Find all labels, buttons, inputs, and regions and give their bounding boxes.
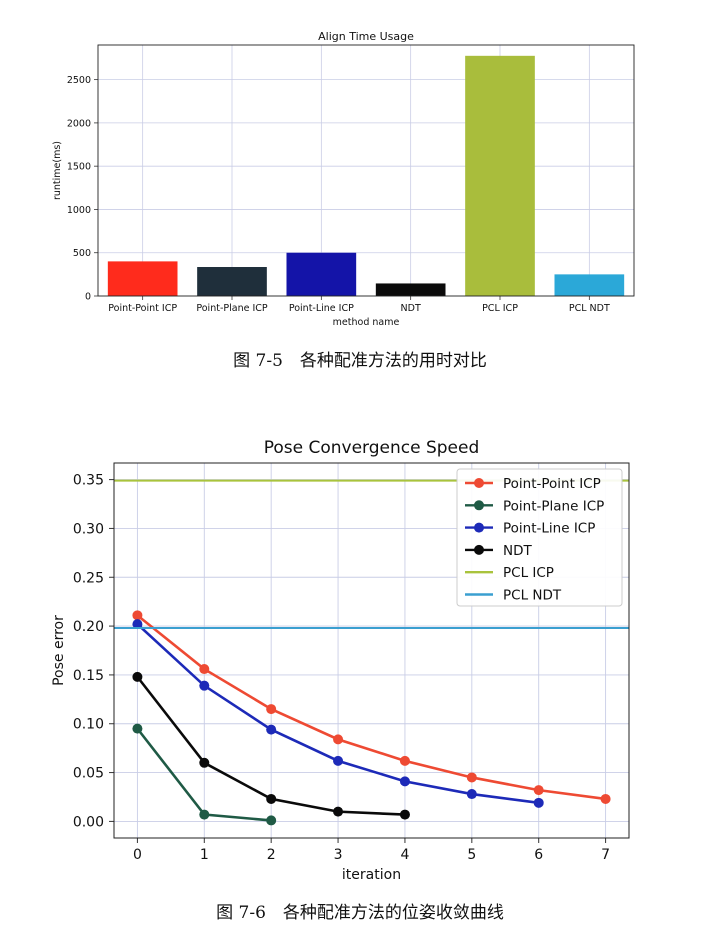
y-tick-label-2: 0.10 bbox=[73, 717, 104, 733]
point-point-plane-icp-0 bbox=[132, 723, 143, 734]
legend-box bbox=[456, 468, 623, 607]
legend-label-point-point-icp: Point-Point ICP bbox=[503, 476, 601, 492]
point-point-point-icp-3 bbox=[333, 734, 344, 745]
x-tick-label-6: 6 bbox=[534, 847, 543, 863]
y-axis-label: runtime(ms) bbox=[52, 141, 63, 200]
point-point-line-icp-4 bbox=[399, 776, 410, 787]
align-time-bar-chart: Align Time Usage 0 500 1000 1500 2000 2500 Poin… bbox=[52, 30, 635, 328]
point-ndt-3 bbox=[333, 806, 344, 817]
y-tick-label-1: 500 bbox=[73, 248, 91, 259]
point-point-line-icp-1 bbox=[199, 680, 210, 691]
point-point-point-icp-1 bbox=[199, 664, 210, 675]
chart-title: Pose Convergence Speed bbox=[264, 438, 480, 458]
point-point-point-icp-5 bbox=[466, 772, 477, 783]
legend-label-ndt: NDT bbox=[503, 543, 532, 559]
x-axis-label: iteration bbox=[342, 867, 401, 883]
bar-point-line-icp bbox=[286, 252, 357, 296]
y-tick-label-4: 2000 bbox=[67, 118, 91, 129]
legend-swatch-marker-point-plane-icp bbox=[474, 500, 484, 511]
x-axis-label: method name bbox=[333, 317, 400, 328]
point-point-line-icp-2 bbox=[266, 724, 277, 735]
bar-pcl-icp bbox=[465, 55, 535, 296]
y-tick-label-6: 0.30 bbox=[73, 521, 104, 537]
legend-swatch-marker-ndt bbox=[474, 544, 484, 555]
point-ndt-2 bbox=[266, 793, 277, 804]
y-axis-label: Pose error bbox=[51, 615, 67, 686]
y-tick-label-5: 0.25 bbox=[73, 570, 104, 586]
point-point-point-icp-4 bbox=[399, 755, 410, 766]
x-tick-label-3: 3 bbox=[334, 847, 343, 863]
plot-frame bbox=[113, 462, 630, 839]
x-tick-label-2: Point-Line ICP bbox=[289, 303, 354, 314]
point-ndt-4 bbox=[399, 809, 410, 820]
x-tick-label-1: Point-Plane ICP bbox=[196, 303, 268, 314]
x-tick-label-0: Point-Point ICP bbox=[108, 303, 177, 314]
point-point-point-icp-7 bbox=[600, 793, 611, 804]
point-point-point-icp-2 bbox=[266, 704, 277, 715]
x-tick-label-1: 1 bbox=[200, 847, 209, 863]
y-tick-label-7: 0.35 bbox=[73, 473, 104, 489]
point-point-point-icp-0 bbox=[132, 610, 143, 621]
x-tick-label-5: PCL NDT bbox=[569, 303, 610, 314]
legend-label-point-line-icp: Point-Line ICP bbox=[503, 521, 595, 537]
figure-caption-7-5: 图 7-5 各种配准方法的用时对比 bbox=[233, 351, 487, 371]
x-tick-label-4: 4 bbox=[400, 847, 409, 863]
point-point-line-icp-5 bbox=[466, 789, 477, 800]
legend-swatch-marker-point-point-icp bbox=[474, 478, 484, 488]
series-line-point-point-icp bbox=[136, 614, 606, 801]
bar-point-point-icp bbox=[107, 261, 178, 296]
legend-swatch-marker-point-line-icp bbox=[474, 522, 484, 533]
legend-label-point-plane-icp: Point-Plane ICP bbox=[503, 498, 604, 514]
point-point-line-icp-3 bbox=[333, 755, 344, 766]
x-tick-label-2: 2 bbox=[267, 847, 276, 863]
point-ndt-0 bbox=[132, 671, 143, 682]
y-tick-label-3: 1500 bbox=[67, 162, 91, 173]
bar-ndt bbox=[375, 283, 446, 296]
y-tick-label-4: 0.20 bbox=[73, 619, 104, 635]
y-tick-label-0: 0.00 bbox=[73, 814, 104, 830]
y-tick-label-1: 0.05 bbox=[73, 766, 104, 782]
x-tick-label-7: 7 bbox=[601, 847, 610, 863]
legend-label-pcl-icp: PCL ICP bbox=[503, 565, 554, 581]
y-tick-label-5: 2500 bbox=[67, 75, 91, 86]
x-tick-label-5: 5 bbox=[467, 847, 476, 863]
legend: Point-Point ICP Point-Plane ICP Point-Line… bbox=[456, 468, 623, 607]
chart-title: Align Time Usage bbox=[318, 30, 414, 43]
x-tick-label-0: 0 bbox=[133, 847, 142, 863]
bar-point-plane-icp bbox=[197, 267, 267, 296]
point-point-plane-icp-1 bbox=[199, 809, 210, 820]
pose-convergence-line-chart: Pose Convergence Speed 0.00 0.05 0.10 0.15 0.… bbox=[51, 438, 630, 883]
y-tick-label-0: 0 bbox=[85, 292, 91, 303]
y-tick-label-3: 0.15 bbox=[73, 668, 104, 684]
bar-pcl-ndt bbox=[554, 274, 625, 296]
legend-label-pcl-ndt: PCL NDT bbox=[503, 588, 562, 604]
point-point-line-icp-6 bbox=[533, 797, 544, 808]
point-point-point-icp-6 bbox=[533, 785, 544, 796]
plot-frame bbox=[97, 44, 635, 297]
x-tick-label-3: NDT bbox=[401, 303, 421, 314]
x-tick-label-4: PCL ICP bbox=[482, 303, 518, 314]
y-tick-label-2: 1000 bbox=[67, 205, 91, 216]
figure-caption-7-6: 图 7-6 各种配准方法的位姿收敛曲线 bbox=[216, 903, 504, 923]
point-point-plane-icp-2 bbox=[266, 815, 277, 826]
point-point-line-icp-0 bbox=[132, 619, 143, 630]
point-ndt-1 bbox=[199, 757, 210, 768]
